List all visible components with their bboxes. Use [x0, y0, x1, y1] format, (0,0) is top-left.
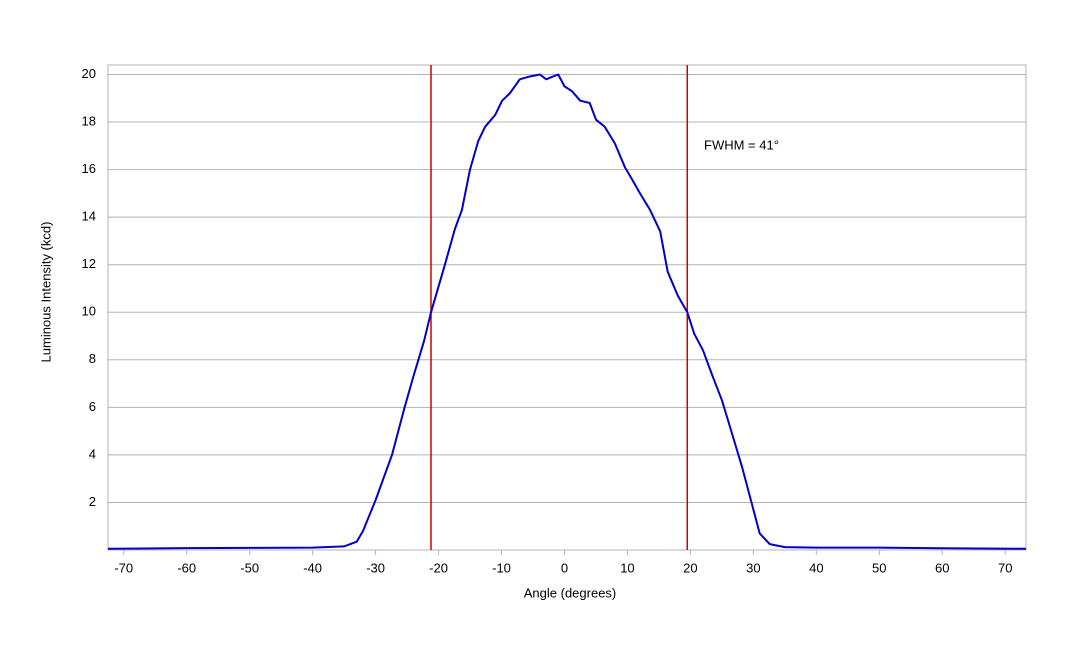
y-tick-label: 6 [89, 399, 96, 414]
y-tick-label: 14 [82, 209, 96, 224]
x-tick-label: -30 [366, 560, 385, 575]
x-tick-label: 60 [935, 560, 949, 575]
x-axis-label: Angle (degrees) [524, 585, 617, 600]
annotation: FWHM = 41° [704, 137, 779, 152]
x-tick-label: 20 [683, 560, 697, 575]
x-tick-label: 10 [620, 560, 634, 575]
x-tick-label: -10 [492, 560, 511, 575]
y-tick-label: 18 [82, 113, 96, 128]
x-tick-label: 40 [809, 560, 823, 575]
x-tick-label: -20 [429, 560, 448, 575]
y-tick-label: 12 [82, 256, 96, 271]
y-tick-label: 10 [82, 304, 96, 319]
plot-frame [107, 64, 1027, 551]
y-axis-label: Luminous Intensity (kcd) [38, 222, 53, 363]
y-tick-label: 2 [89, 494, 96, 509]
x-tick-label: -60 [177, 560, 196, 575]
x-tick-label: -50 [240, 560, 259, 575]
y-tick-label: 20 [82, 66, 96, 81]
x-tick-label: -70 [114, 560, 133, 575]
x-tick-label: 70 [998, 560, 1012, 575]
data-line [107, 73, 1027, 550]
y-tick-label: 4 [89, 446, 96, 461]
x-tick-label: 30 [746, 560, 760, 575]
x-tick-label: 0 [561, 560, 568, 575]
y-tick-label: 8 [89, 351, 96, 366]
y-tick-label: 16 [82, 161, 96, 176]
x-tick-label: 50 [872, 560, 886, 575]
x-tick-label: -40 [303, 560, 322, 575]
